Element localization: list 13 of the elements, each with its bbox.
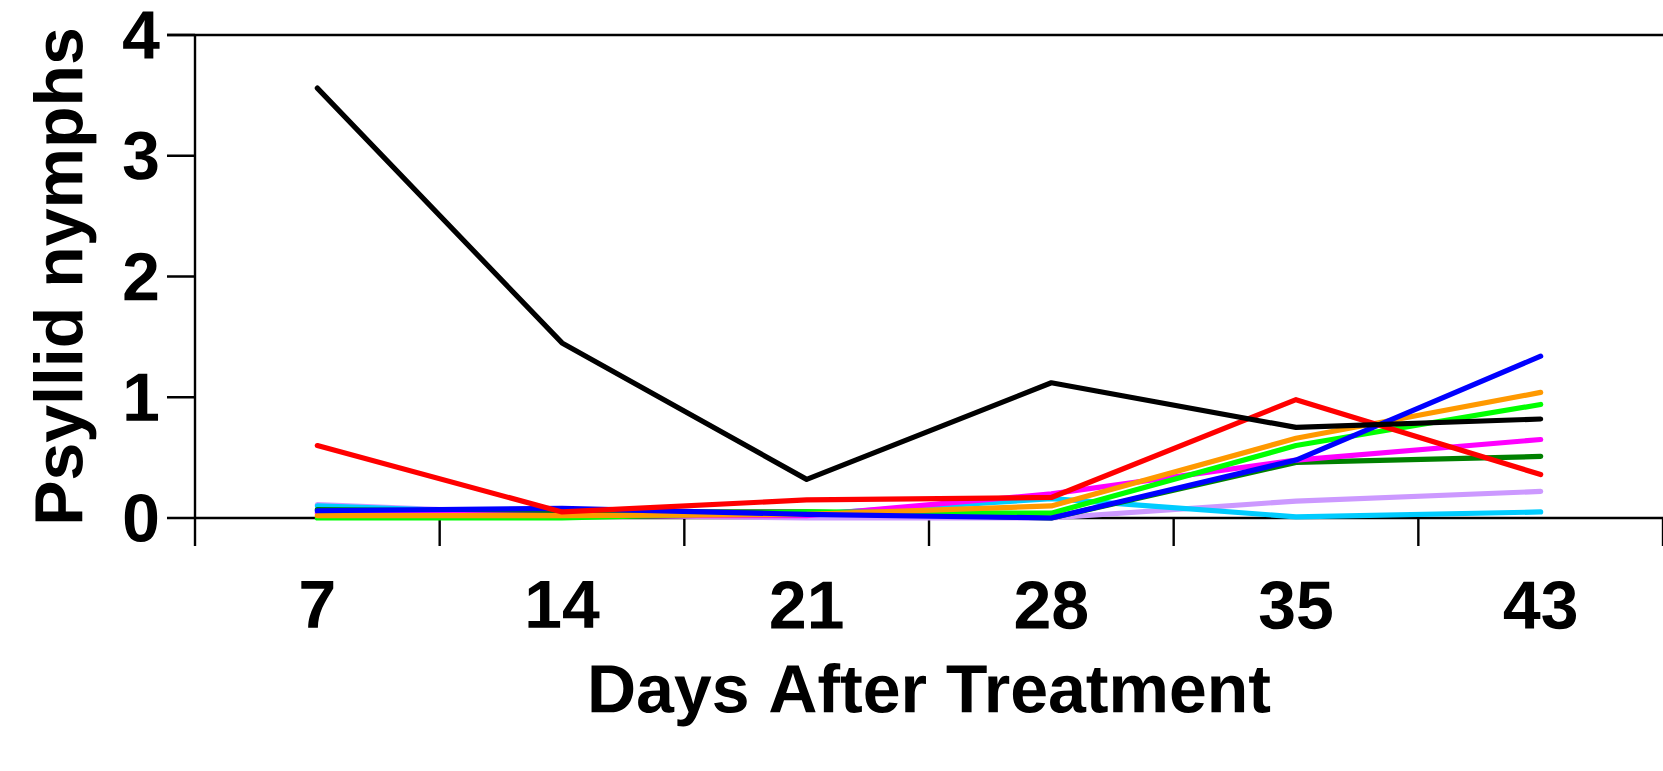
y-tick-label: 2 [124, 252, 158, 301]
y-axis-title: Psyllid nymphs [33, 29, 97, 522]
x-tick-label: 7 [301, 581, 334, 628]
y-tick-label: 1 [126, 373, 159, 421]
x-tick-label: 43 [1503, 581, 1577, 630]
x-axis-title: Days After Treatment [591, 663, 1271, 727]
x-tick-label: 14 [528, 581, 600, 628]
x-tick-label: 28 [1015, 581, 1088, 630]
y-tick-label: 3 [123, 131, 158, 180]
x-tick-label: 21 [771, 581, 843, 629]
x-tick-label: 35 [1259, 581, 1332, 630]
y-tick-label: 4 [123, 11, 160, 59]
y-tick-label: 0 [124, 493, 158, 543]
